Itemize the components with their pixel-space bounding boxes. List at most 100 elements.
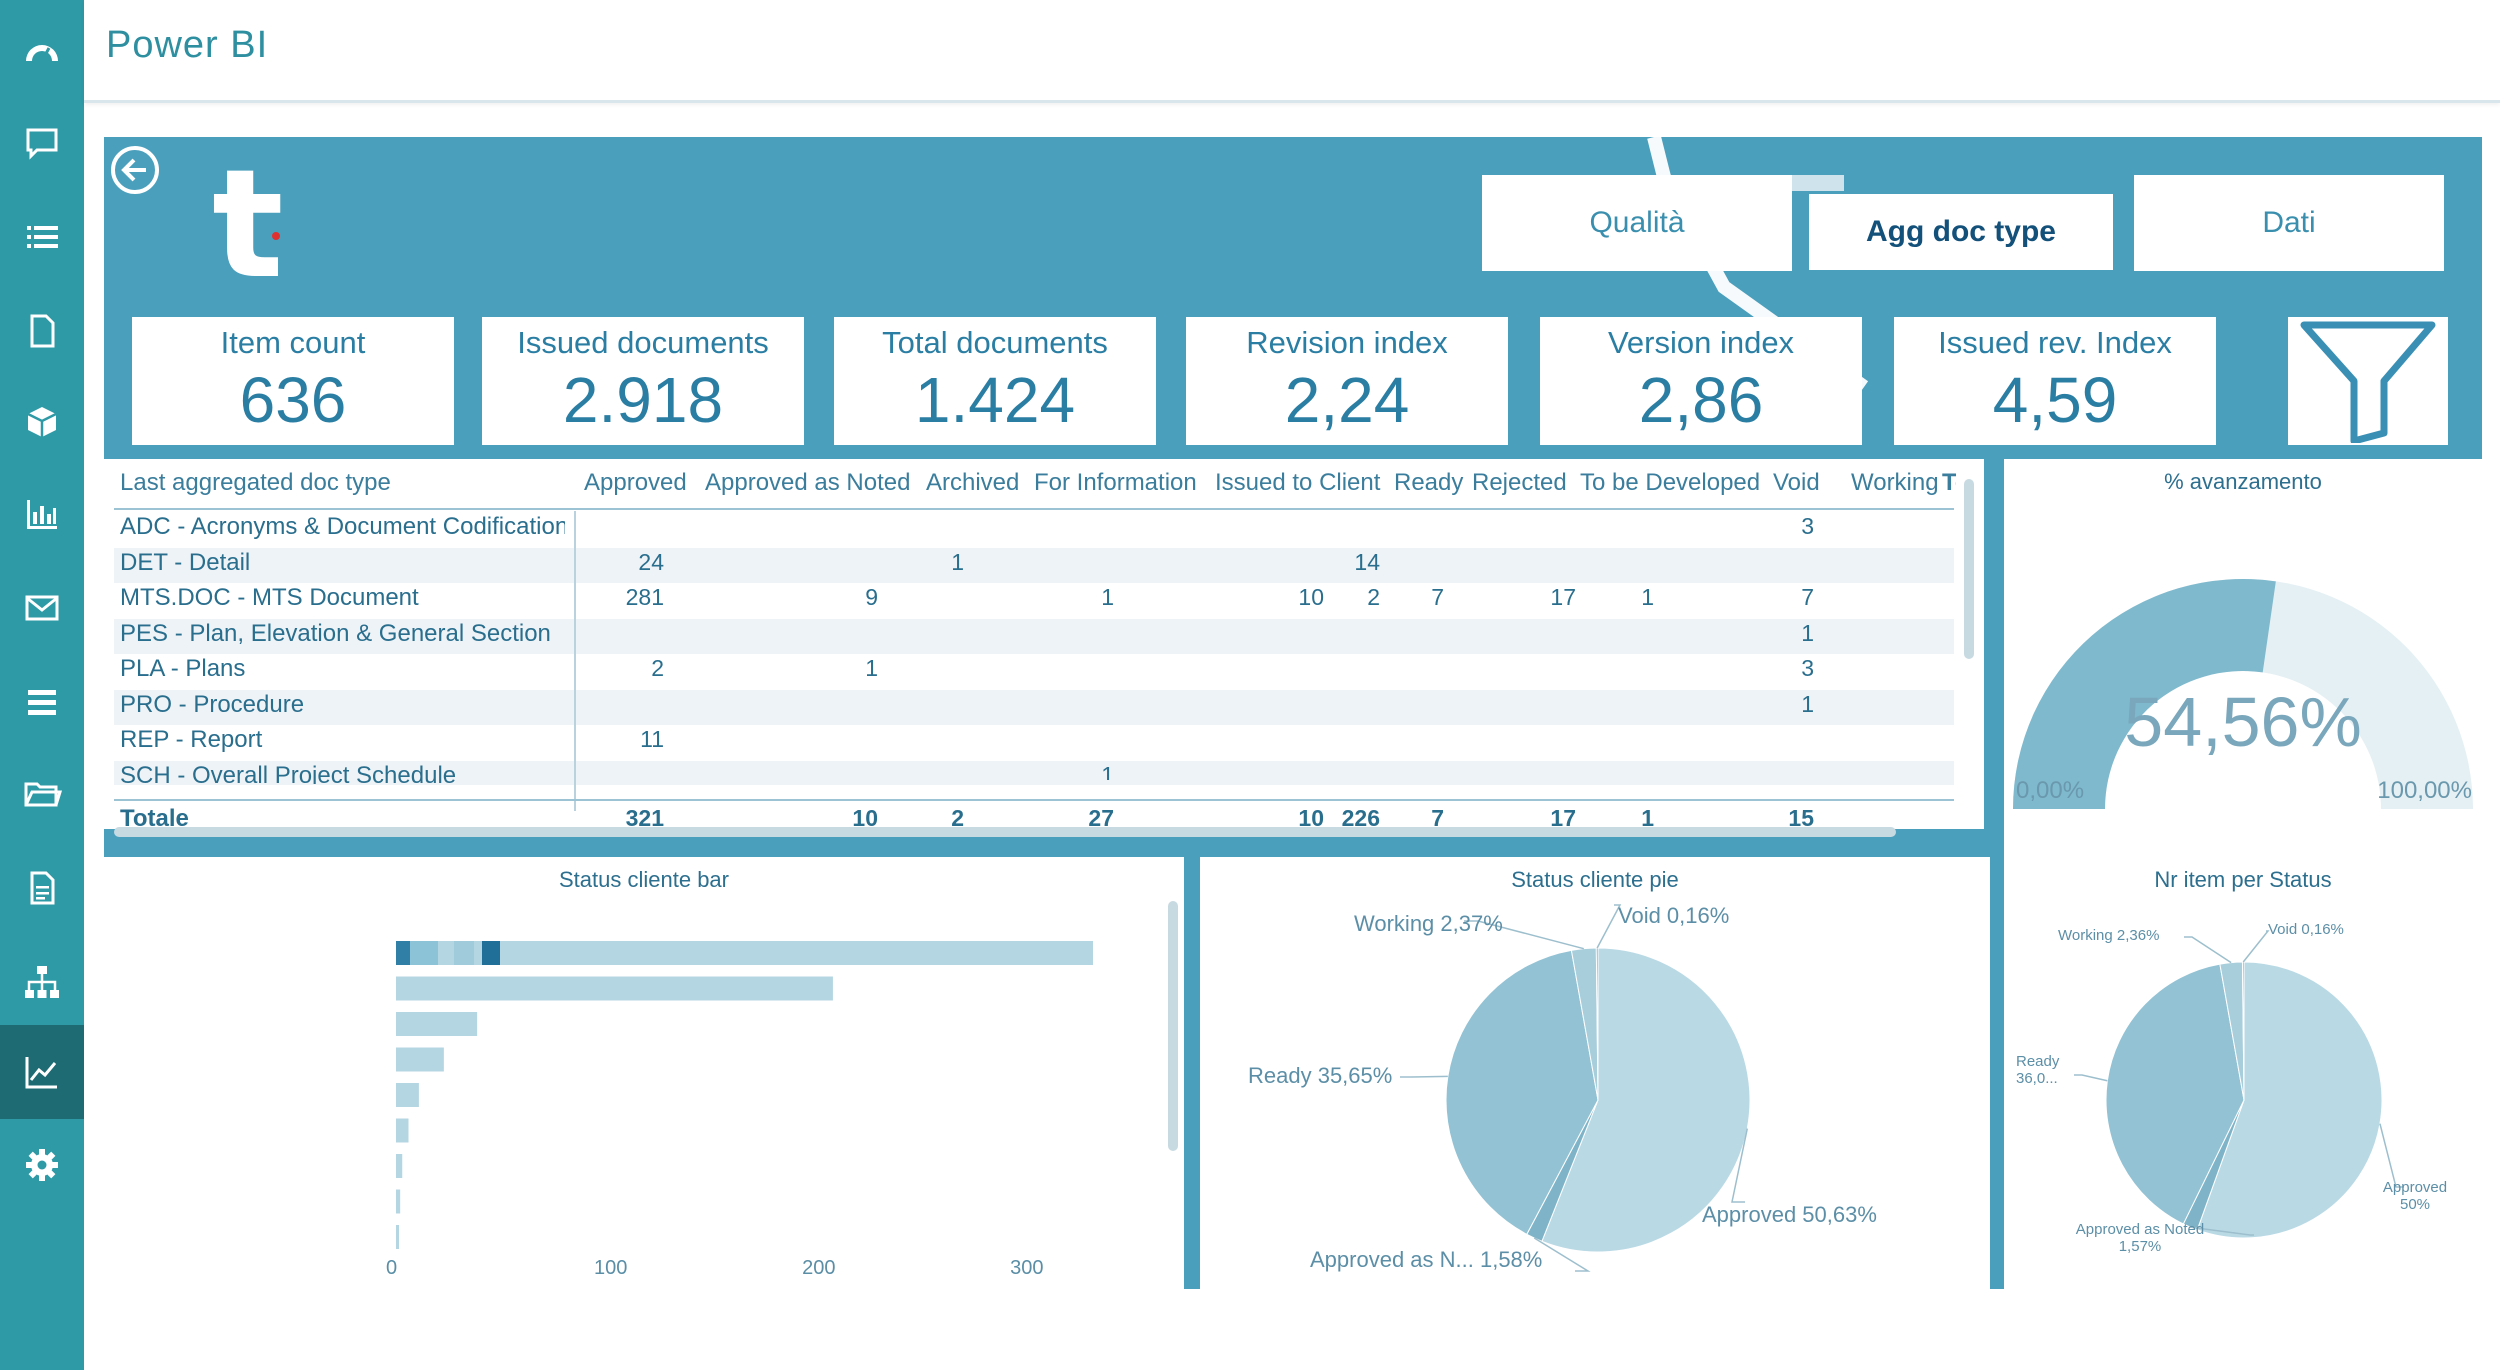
bar-mark[interactable] <box>396 1118 409 1143</box>
folder-icon[interactable] <box>0 747 84 841</box>
report-icon[interactable] <box>0 841 84 935</box>
pie1-svg <box>1400 904 1751 1272</box>
pie-leader-line <box>1731 1128 1749 1203</box>
back-arrow-icon[interactable] <box>110 145 160 195</box>
bar-mark[interactable] <box>396 1047 444 1072</box>
matrix-cell: 17 <box>1550 584 1576 610</box>
row-band <box>114 548 1954 583</box>
horizontal-scrollbar[interactable] <box>114 827 1896 837</box>
bar-segment[interactable] <box>454 941 474 965</box>
total-cell: 10 <box>852 805 878 831</box>
bar-mark[interactable] <box>396 1225 399 1249</box>
total-cell: 7 <box>1431 805 1444 831</box>
top-bar: Power BI <box>84 0 2500 103</box>
matrix-row-label[interactable]: PRO - Procedure <box>120 690 305 718</box>
matrix-row-label[interactable]: MTS.DOC - MTS Document <box>120 584 419 611</box>
kpi-card-issued-rev-index: Issued rev. Index 4,59 <box>1894 317 2216 445</box>
bar-mark[interactable] <box>396 941 1093 965</box>
tab-dati[interactable]: Dati <box>2134 175 2444 271</box>
matrix-cell: 1 <box>1801 690 1814 717</box>
chat-icon[interactable] <box>0 96 84 190</box>
bar-segment[interactable] <box>410 941 438 965</box>
matrix-cell: 7 <box>1431 584 1444 610</box>
pie-leader-line <box>2242 930 2270 963</box>
row-band <box>114 690 1954 725</box>
col-header-working[interactable]: Working <box>1851 469 1939 496</box>
col-header-for-information[interactable]: For Information <box>1034 469 1197 496</box>
bar-vertical-scrollbar[interactable] <box>1168 901 1178 1151</box>
total-cell: 1 <box>1641 805 1654 831</box>
company-logo: t <box>212 138 284 312</box>
bar-mark[interactable] <box>396 1154 403 1178</box>
pie-leader-line <box>2379 1123 2404 1188</box>
col-header-ready[interactable]: Ready <box>1394 469 1464 496</box>
col-header-void[interactable]: Void <box>1773 469 1820 496</box>
col-header-to-be-developed[interactable]: To be Developed <box>1580 469 1761 496</box>
matrix-cell: 9 <box>865 584 878 610</box>
bar-chart-icon[interactable] <box>0 467 84 561</box>
row-header-divider <box>574 511 576 811</box>
col-header-issued-to-client[interactable]: Issued to Client <box>1215 469 1381 496</box>
pie2-label-void: Void 0,16% <box>2268 921 2344 938</box>
pie-slice[interactable] <box>2105 963 2245 1225</box>
bar-x-tick: 300 <box>1010 1257 1044 1279</box>
matrix-cell: 3 <box>1801 655 1814 681</box>
mail-icon[interactable] <box>0 561 84 655</box>
bar-mark[interactable] <box>396 976 833 1001</box>
status-cliente-pie-panel: Status cliente pie Approved 50,63% Appro… <box>1200 857 1990 1289</box>
cube-icon[interactable] <box>0 375 84 469</box>
kpi-value: 2,86 <box>1638 364 1764 436</box>
left-sidebar <box>0 0 84 1370</box>
nr-item-per-status-panel: Nr item per Status Approved 50% Approved… <box>2004 857 2482 1289</box>
hierarchy-icon[interactable] <box>0 935 84 1029</box>
bar-axis-ticks: 0 100 200 300 <box>104 857 1184 1289</box>
matrix-cell <box>1554 762 1654 780</box>
tab-qualita[interactable]: Qualità <box>1482 175 1792 271</box>
kpi-label: Issued documents <box>517 325 769 360</box>
kpi-label: Total documents <box>882 325 1108 360</box>
col-header-approved-as-noted[interactable]: Approved as Noted <box>705 469 911 496</box>
matrix-cell <box>564 762 664 780</box>
col-header-rejected[interactable]: Rejected <box>1472 469 1567 496</box>
matrix-row-label[interactable]: PLA - Plans <box>120 655 246 682</box>
pie2-svg <box>2074 930 2404 1239</box>
dashboard-icon[interactable] <box>0 6 84 100</box>
list-icon[interactable] <box>0 190 84 284</box>
kpi-card-item-count: Item count 636 <box>132 317 454 445</box>
total-cell: 321 <box>625 805 664 831</box>
matrix-row-label[interactable]: ADC - Acronyms & Document Codification <box>120 513 565 540</box>
gear-icon[interactable] <box>0 1118 84 1212</box>
pie-slice[interactable] <box>1445 949 1599 1235</box>
menu-lines-icon[interactable] <box>0 655 84 749</box>
filter-button[interactable] <box>2288 317 2448 445</box>
vertical-scrollbar[interactable] <box>1964 479 1974 659</box>
pie2-label-working: Working 2,36% <box>2058 927 2160 944</box>
kpi-value: 636 <box>239 364 347 436</box>
matrix-row-label[interactable]: PES - Plan, Elevation & General Section <box>120 619 551 647</box>
col-header-total-clipped[interactable]: To <box>1942 469 1956 496</box>
bar-segment[interactable] <box>396 941 410 965</box>
gauge-fill <box>2013 579 2276 809</box>
bar-mark[interactable] <box>396 1083 419 1107</box>
pie-leader-line <box>2184 936 2232 964</box>
matrix-cell: 1 <box>951 548 964 575</box>
bar-mark[interactable] <box>396 1189 401 1214</box>
matrix-cell: 1 <box>865 655 878 681</box>
document-icon[interactable] <box>0 284 84 378</box>
col-header-approved[interactable]: Approved <box>584 469 687 496</box>
bar-segment[interactable] <box>482 941 500 965</box>
matrix-cell: 1 <box>1641 584 1654 610</box>
matrix-row-label[interactable]: DET - Detail <box>120 548 251 576</box>
col-header-archived[interactable]: Archived <box>926 469 1020 496</box>
bar-mark[interactable] <box>396 1012 478 1036</box>
kpi-card-revision-index: Revision index 2,24 <box>1186 317 1508 445</box>
tab-agg-doc-type[interactable]: Agg doc type <box>1806 191 2116 273</box>
kpi-label: Item count <box>220 325 366 360</box>
gauge-min-label: 0,00% <box>2016 777 2085 804</box>
pie2-label-ready: Ready 36,0... <box>2016 1053 2060 1087</box>
header-divider <box>114 508 1954 510</box>
line-chart-icon[interactable] <box>0 1025 84 1119</box>
matrix-row-label[interactable]: SCH - Overall Project Schedule <box>120 761 457 784</box>
app-title: Power BI <box>106 24 269 66</box>
matrix-row-label[interactable]: REP - Report <box>120 726 263 753</box>
